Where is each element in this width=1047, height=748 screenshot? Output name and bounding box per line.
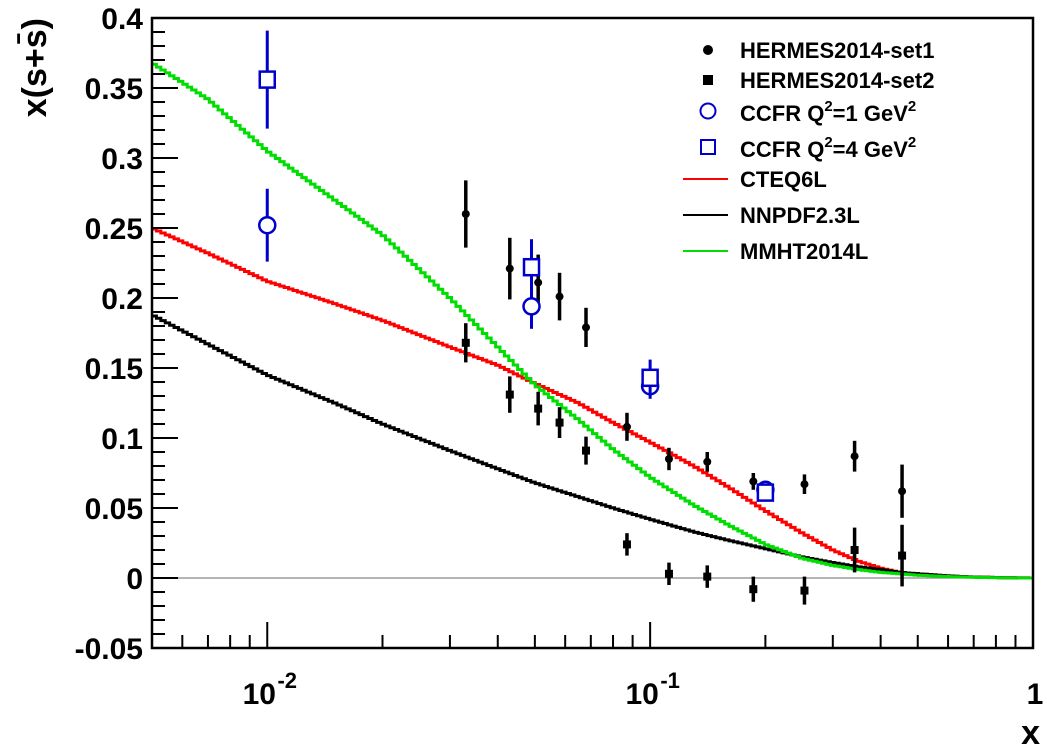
marker — [703, 457, 712, 466]
point-hermes2014-set1 — [898, 464, 907, 518]
point-ccfr-q2-4-gev2 — [641, 359, 659, 396]
point-hermes2014-set1 — [850, 440, 859, 472]
y-tick-label: 0.05 — [85, 493, 143, 526]
legend-label: CCFR Q2=1 GeV2 — [740, 98, 916, 126]
legend-label: MMHT2014L — [740, 239, 868, 264]
point-hermes2014-set1 — [703, 452, 712, 472]
point-ccfr-q2-4-gev2 — [756, 483, 775, 502]
legend-label: CCFR Q2=4 GeV2 — [740, 134, 916, 162]
point-hermes2014-set1 — [800, 474, 809, 494]
y-tick-label: 0.2 — [101, 283, 143, 316]
point-hermes2014-set2 — [582, 436, 591, 465]
point-hermes2014-set2 — [850, 527, 859, 573]
marker — [664, 455, 673, 463]
x-axis-title: x — [1021, 714, 1040, 748]
point-hermes2014-set1 — [461, 180, 470, 248]
marker — [898, 551, 907, 560]
marker — [582, 446, 591, 455]
point-hermes2014-set2 — [898, 524, 907, 587]
marker — [622, 422, 631, 431]
legend-label: HERMES2014-set2 — [740, 68, 934, 93]
marker — [522, 257, 541, 277]
marker — [898, 487, 907, 496]
legend-label: CTEQ6L — [740, 167, 827, 192]
marker — [756, 483, 775, 502]
marker — [555, 418, 564, 427]
marker — [664, 569, 673, 578]
point-hermes2014-set1 — [664, 447, 673, 471]
legend-entry: MMHT2014L — [683, 239, 868, 264]
point-hermes2014-set2 — [622, 533, 631, 556]
marker — [461, 338, 470, 347]
x-tick-exponent: -2 — [277, 668, 297, 693]
y-tick-label: -0.05 — [75, 633, 143, 666]
point-hermes2014-set1 — [749, 473, 758, 490]
point-ccfr-q2-4-gev2 — [258, 30, 277, 129]
legend-label: HERMES2014-set1 — [740, 38, 934, 63]
legend-entry: HERMES2014-set2 — [703, 68, 934, 93]
marker — [522, 297, 541, 316]
y-axis-title: x(s+s̄) — [16, 18, 54, 117]
y-tick-label: 0.4 — [101, 3, 143, 36]
x-tick-label: 1 — [1027, 678, 1044, 711]
y-tick-label: 0.1 — [101, 423, 143, 456]
legend-entry: CCFR Q2=4 GeV2 — [700, 134, 916, 162]
legend-entry: NNPDF2.3L — [683, 203, 860, 228]
marker — [258, 215, 277, 235]
point-ccfr-q2-4-gev2 — [522, 239, 541, 296]
legend-marker — [703, 45, 713, 55]
y-tick-label: 0.15 — [85, 353, 143, 386]
legend-entry: CTEQ6L — [683, 167, 827, 192]
point-hermes2014-set1 — [555, 272, 564, 321]
marker — [505, 390, 514, 399]
legend-marker — [700, 139, 716, 155]
legend-entry: CCFR Q2=1 GeV2 — [699, 98, 916, 126]
marker — [800, 480, 809, 489]
marker — [850, 452, 859, 461]
legend-label: NNPDF2.3L — [740, 203, 860, 228]
point-hermes2014-set1 — [505, 237, 514, 300]
curve-mmht2014l — [152, 62, 1033, 580]
point-hermes2014-set2 — [703, 565, 712, 588]
point-ccfr-q2-1-gev2 — [258, 188, 277, 262]
point-hermes2014-set2 — [534, 391, 543, 426]
marker — [534, 404, 543, 413]
marker — [258, 70, 277, 89]
point-hermes2014-set2 — [461, 323, 470, 363]
marker — [703, 572, 712, 581]
y-tick-label: 0.35 — [85, 73, 143, 106]
marker — [461, 210, 470, 218]
marker — [800, 586, 809, 595]
marker — [534, 278, 543, 287]
point-hermes2014-set1 — [622, 412, 631, 441]
marker — [622, 540, 631, 549]
curve-nnpdf2-3l — [152, 314, 1033, 580]
x-tick-label: 10 — [625, 678, 658, 711]
x-tick-exponent: -1 — [660, 668, 680, 693]
point-hermes2014-set2 — [749, 576, 758, 602]
point-hermes2014-set2 — [800, 576, 809, 605]
point-hermes2014-set2 — [505, 376, 514, 413]
legend-entry: HERMES2014-set1 — [703, 38, 934, 63]
marker — [582, 323, 591, 332]
point-hermes2014-set1 — [582, 307, 591, 347]
legend-marker — [699, 102, 717, 120]
marker — [505, 264, 514, 273]
y-tick-label: 0.25 — [85, 213, 143, 246]
plot-frame — [150, 16, 1035, 650]
marker — [641, 368, 659, 388]
point-hermes2014-set2 — [555, 407, 564, 438]
y-tick-label: 0.3 — [101, 143, 143, 176]
legend-marker — [703, 75, 713, 85]
x-tick-label: 10 — [243, 678, 276, 711]
y-tick-label: 0 — [126, 563, 143, 596]
marker — [850, 546, 859, 554]
marker — [749, 585, 758, 594]
point-hermes2014-set2 — [664, 562, 673, 585]
marker — [749, 477, 758, 486]
marker — [555, 292, 564, 301]
